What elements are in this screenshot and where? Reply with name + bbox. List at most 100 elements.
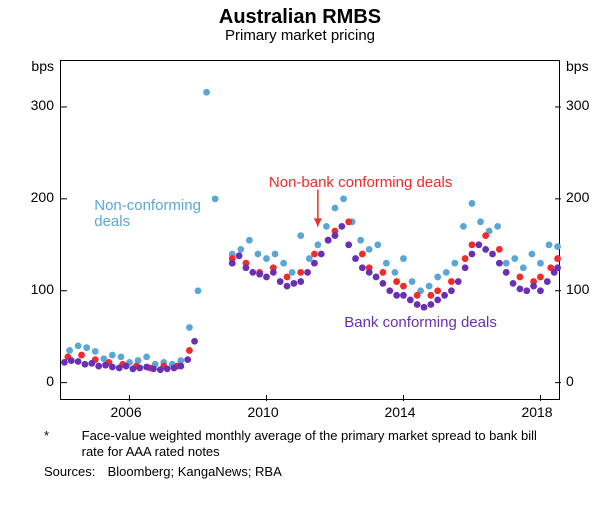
data-point [503,260,510,267]
data-point [75,358,82,365]
data-point [407,297,414,304]
data-point [83,344,90,351]
data-point [546,241,553,248]
data-point [359,251,366,258]
data-point [191,338,198,345]
data-point [366,269,373,276]
data-point [469,241,476,248]
data-point [482,246,489,253]
chart-subtitle: Primary market pricing [0,28,600,45]
y-tick-label-left: 300 [31,97,54,113]
data-point [92,348,99,355]
data-point [78,352,85,359]
sources-text: Bloomberg; KangaNews; RBA [108,464,282,480]
data-point [130,365,137,372]
data-point [373,274,380,281]
data-point [386,287,393,294]
data-point [393,278,400,285]
data-point [441,292,448,299]
data-point [109,352,116,359]
data-point [530,283,537,290]
data-point [95,363,102,370]
data-point [426,283,433,290]
data-point [448,278,455,285]
data-point [537,287,544,294]
data-point [338,223,345,230]
data-point [116,365,123,372]
series-label: Non-conformingdeals [94,198,201,231]
data-point [400,255,407,262]
data-point [352,255,359,262]
data-point [263,255,270,262]
data-point [443,269,450,276]
data-point [520,264,527,271]
data-point [75,342,82,349]
y-tick-label-left: 0 [46,373,54,389]
data-point [88,360,95,367]
data-point [186,347,193,354]
plot-svg [61,61,561,401]
data-point [66,347,73,354]
y-axis-label-right: bps [566,58,589,74]
data-point [118,353,125,360]
data-point [157,366,164,373]
chart-container: Australian RMBS Primary market pricing *… [0,0,600,505]
data-point [311,251,318,258]
data-point [383,260,390,267]
data-point [289,269,296,276]
sources: Sources: Bloomberg; KangaNews; RBA [44,464,564,480]
x-tick-label: 2018 [521,404,552,420]
data-point [340,195,347,202]
data-point [455,278,462,285]
chart-title: Australian RMBS [0,6,600,28]
x-tick-label: 2010 [247,404,278,420]
data-point [236,252,243,259]
x-tick-label: 2014 [384,404,415,420]
data-point [297,278,304,285]
data-point [427,292,434,299]
data-point [357,237,364,244]
data-point [517,274,524,281]
data-point [510,280,517,287]
series-label: Non-bank conforming deals [269,175,452,192]
series-label: Bank conforming deals [344,315,497,332]
y-axis-label-left: bps [31,58,54,74]
data-point [143,364,150,371]
data-point [249,269,256,276]
data-point [393,292,400,299]
data-point [177,363,184,370]
data-point [237,246,244,253]
data-point [421,304,428,311]
data-point [462,255,469,262]
data-point [380,269,387,276]
x-tick-label: 2006 [110,404,141,420]
data-point [554,243,561,250]
data-point [409,278,416,285]
data-point [414,301,421,308]
data-point [332,205,339,212]
y-tick-label-right: 200 [566,189,589,205]
data-point [332,232,339,239]
data-point [136,365,143,372]
data-point [374,241,381,248]
y-tick-label-right: 300 [566,97,589,113]
data-point [277,278,284,285]
data-point [150,365,157,372]
data-point [345,241,352,248]
data-point [503,269,510,276]
data-point [290,280,297,287]
data-point [469,200,476,207]
data-point [414,292,421,299]
data-point [537,274,544,281]
data-point [171,365,178,372]
data-point [451,260,458,267]
data-point [164,365,171,372]
data-point [102,362,109,369]
y-tick-label-left: 200 [31,189,54,205]
data-point [477,218,484,225]
data-point [304,269,311,276]
data-point [325,237,332,244]
data-point [184,356,191,363]
data-point [523,287,530,294]
data-point [314,241,321,248]
